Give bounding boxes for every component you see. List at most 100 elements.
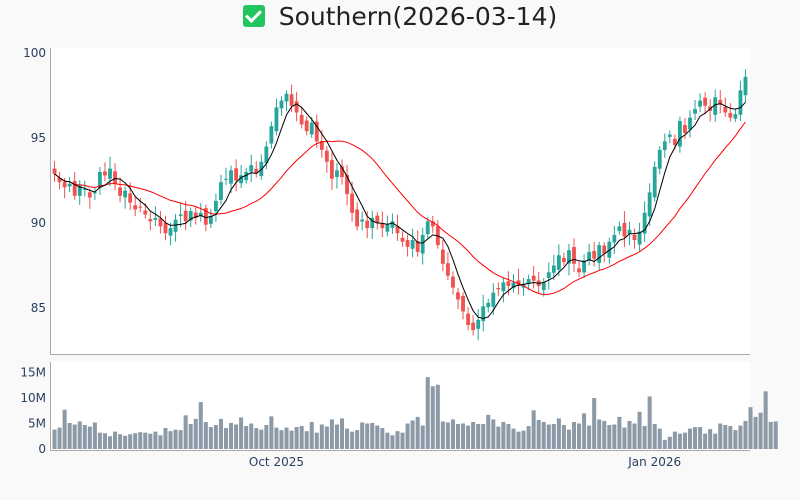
volume-bar	[602, 420, 607, 449]
candle-body	[390, 221, 395, 228]
volume-bar	[193, 418, 198, 449]
candle-body	[567, 250, 571, 264]
volume-bar	[430, 386, 435, 449]
volume-bar	[92, 422, 97, 449]
price-tick-label: 100	[23, 46, 46, 60]
volume-bar	[617, 416, 622, 449]
volume-bar	[546, 424, 551, 449]
volume-bar	[642, 426, 647, 449]
candle-body	[541, 282, 546, 291]
candle-body	[219, 182, 223, 201]
candle-body	[57, 177, 62, 183]
volume-bar	[355, 430, 360, 449]
volume-bar	[52, 429, 57, 449]
candle-body	[511, 282, 516, 289]
candle-body	[496, 287, 501, 290]
candle-body	[158, 218, 163, 227]
volume-bar	[173, 429, 178, 449]
volume-bar	[264, 425, 269, 449]
volume-bar	[138, 432, 143, 449]
candle-body	[183, 210, 188, 222]
volume-bar	[390, 435, 395, 449]
candle-body	[335, 170, 339, 177]
candle-body	[693, 109, 697, 114]
price-tick-label: 95	[31, 131, 46, 145]
volume-bar	[733, 430, 738, 449]
volume-bar	[223, 428, 229, 449]
candle-body	[667, 134, 672, 137]
volume-bar	[592, 398, 597, 449]
candle-body	[703, 97, 708, 106]
price-tick-label: 90	[31, 216, 46, 230]
volume-bar	[118, 434, 123, 449]
candle-body	[471, 322, 476, 331]
volume-bar	[365, 423, 370, 449]
candle-body	[365, 220, 370, 229]
volume-bar	[657, 428, 662, 449]
volume-bar	[234, 424, 239, 449]
volume-bar	[62, 409, 67, 449]
volume-bar	[213, 425, 218, 449]
volume-bar	[370, 422, 375, 449]
volume-bar	[491, 419, 496, 449]
volume-bar	[521, 430, 526, 449]
candle-body	[153, 217, 158, 220]
candle-body	[329, 160, 334, 179]
volume-bar	[506, 424, 511, 449]
volume-bar	[294, 427, 299, 449]
volume-bar	[163, 428, 168, 449]
volume-bar	[587, 425, 592, 449]
candle-body	[360, 219, 365, 222]
volume-bar	[113, 431, 118, 449]
candle-body	[289, 94, 294, 106]
volume-bar	[763, 391, 768, 449]
candle-body	[345, 175, 349, 195]
candle-body	[713, 97, 718, 115]
candle-body	[370, 217, 375, 229]
candle-body	[405, 240, 410, 247]
volume-bar	[107, 436, 113, 449]
volume-bar	[208, 427, 213, 449]
volume-bar	[153, 431, 158, 449]
volume-bar	[677, 433, 682, 449]
check-box-icon	[242, 5, 265, 27]
volume-bar	[198, 402, 203, 449]
candle-body	[425, 221, 430, 235]
candle-body	[652, 166, 657, 198]
volume-bar	[687, 428, 693, 449]
candle-body	[279, 100, 284, 109]
candle-body	[138, 206, 143, 208]
volume-bar	[334, 424, 339, 449]
volume-axis: 0 5M 10M 15M	[20, 366, 46, 457]
price-axis: 85 90 95 100	[23, 46, 46, 315]
volume-bar	[299, 426, 304, 449]
volume-bar	[516, 431, 521, 449]
candle-body	[501, 282, 506, 292]
candle-body	[506, 281, 511, 286]
candle-body	[324, 150, 329, 162]
volume-bar	[314, 432, 319, 449]
candle-body	[415, 241, 420, 252]
candle-body	[249, 165, 254, 172]
candle-body	[274, 107, 279, 132]
candle-body	[531, 275, 536, 281]
volume-bar	[375, 425, 380, 449]
candle-body	[587, 251, 592, 261]
candle-body	[577, 268, 581, 273]
candle-body	[148, 219, 153, 222]
candle-body	[738, 90, 743, 115]
volume-bar	[102, 433, 107, 449]
volume-bar	[360, 422, 365, 449]
candle-body	[355, 209, 360, 227]
volume-bar	[561, 425, 566, 449]
candle-body	[62, 182, 67, 188]
volume-bar	[148, 433, 153, 449]
candle-body	[269, 126, 274, 144]
volume-bar	[158, 435, 163, 449]
candle-body	[592, 251, 597, 259]
candle-body	[683, 125, 687, 133]
volume-bar	[415, 416, 420, 449]
candle-body	[163, 222, 168, 234]
candle-body	[385, 224, 390, 232]
